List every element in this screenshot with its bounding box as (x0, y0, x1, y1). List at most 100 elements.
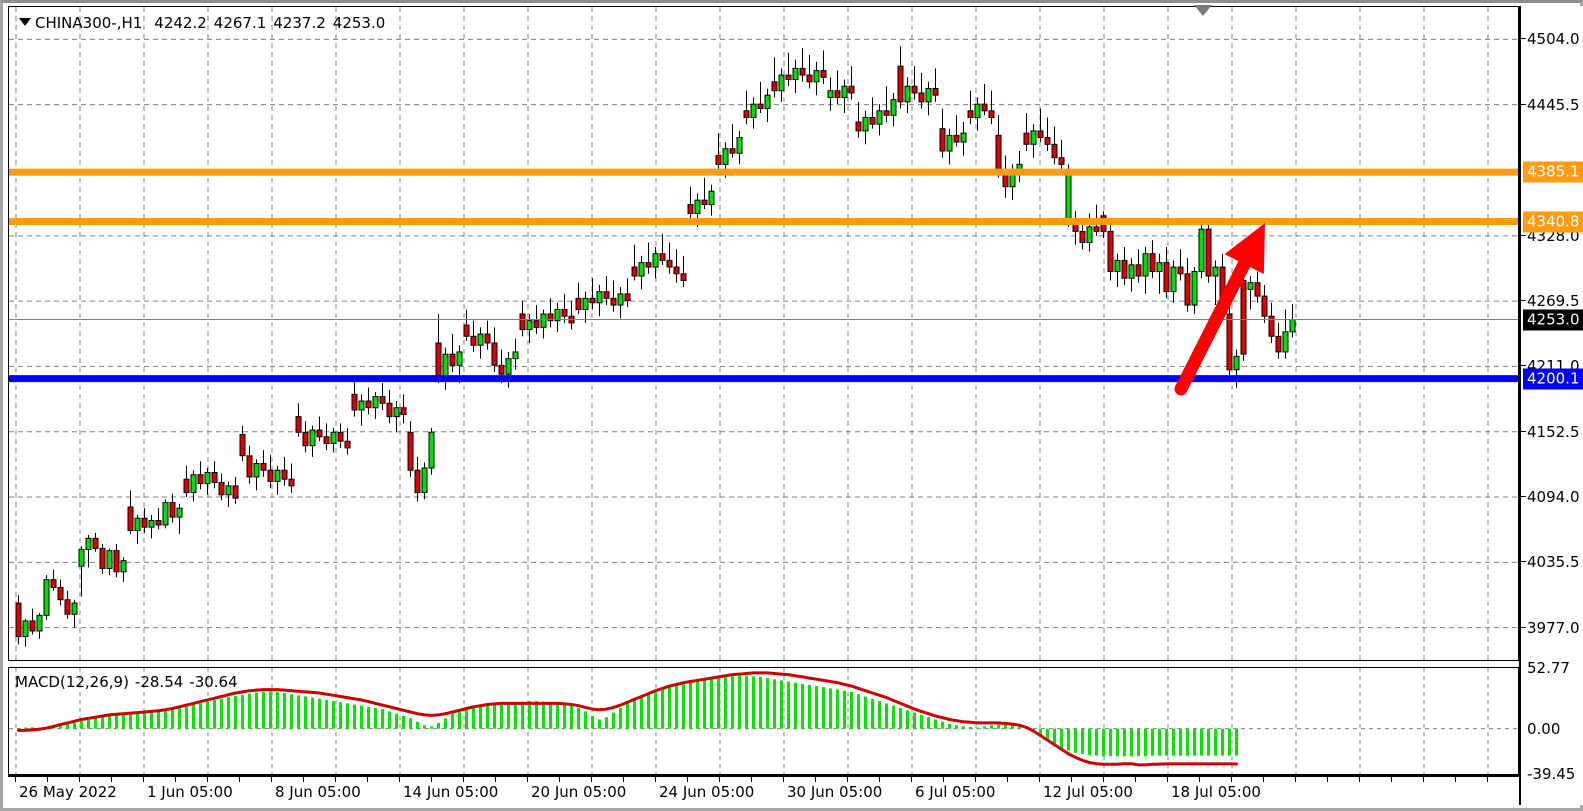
low-value: 4237.2 (273, 14, 326, 32)
x-tick-mark (1359, 777, 1360, 782)
x-tick-mark (431, 777, 432, 782)
x-tick-label: 8 Jun 05:00 (275, 783, 361, 801)
y-axis-price-scale[interactable]: 4504.0 4445.5 4328.0 4269.5 4211.0 4152.5 4094… (1519, 6, 1583, 805)
x-tick-mark (1391, 777, 1392, 782)
symbol-quote-line: CHINA300-,H1 4242.2 4267.1 4237.2 4253.0 (19, 14, 392, 32)
x-tick-mark (783, 777, 784, 782)
y-tick-3977-0: 3977.0 (1527, 618, 1580, 637)
scroll-marker-icon[interactable] (1194, 5, 1212, 16)
x-tick-label: 6 Jul 05:00 (915, 783, 996, 801)
macd-value: -28.54 (134, 673, 184, 691)
support-badge-4200-1[interactable]: 4200.1 (1523, 368, 1583, 390)
x-tick-label: 14 Jun 05:00 (403, 783, 499, 801)
macd-y-tick-_39_45: -39.45 (1527, 765, 1576, 783)
close-value: 4253.0 (332, 14, 386, 32)
x-tick-mark (79, 777, 80, 782)
x-tick-mark (175, 777, 176, 782)
x-tick-mark (335, 777, 336, 782)
x-tick-mark (1039, 777, 1040, 782)
x-tick-label: 12 Jul 05:00 (1043, 783, 1133, 801)
y-tick-4094-0: 4094.0 (1527, 488, 1580, 507)
x-tick-mark (463, 777, 464, 782)
macd-signal-value: -30.64 (189, 673, 238, 691)
x-tick-mark (847, 777, 848, 782)
x-tick-mark (1199, 777, 1200, 782)
x-tick-mark (207, 777, 208, 782)
x-tick-mark (271, 777, 272, 782)
y-tick-mark (1521, 496, 1526, 498)
x-tick-mark (591, 777, 592, 782)
x-tick-mark (1167, 777, 1168, 782)
candlestick-series (15, 46, 1296, 647)
x-tick-mark (719, 777, 720, 782)
x-tick-mark (1135, 777, 1136, 782)
resistance-badge-4385-1[interactable]: 4385.1 (1523, 161, 1583, 183)
y-tick-mark (1521, 103, 1526, 105)
symbol-label: CHINA300-,H1 (35, 14, 143, 32)
macd-y-tick-52_77: 52.77 (1527, 659, 1570, 677)
x-tick-label: 26 May 2022 (19, 783, 117, 801)
x-tick-mark (559, 777, 560, 782)
x-tick-mark (367, 777, 368, 782)
x-tick-label: 24 Jun 05:00 (659, 783, 755, 801)
x-tick-label: 1 Jun 05:00 (147, 783, 233, 801)
x-tick-mark (111, 777, 112, 782)
x-tick-mark (623, 777, 624, 782)
macd-series (17, 671, 1238, 767)
y-tick-4035-5: 4035.5 (1527, 553, 1580, 572)
x-tick-mark (1071, 777, 1072, 782)
high-value: 4267.1 (213, 14, 267, 32)
macd-indicator-pane[interactable]: MACD(12,26,9) -28.54 -30.64 (8, 667, 1519, 775)
y-tick-4152-5: 4152.5 (1527, 422, 1580, 441)
x-tick-mark (1231, 777, 1232, 782)
price-chart-pane[interactable]: CHINA300-,H1 4242.2 4267.1 4237.2 4253.0 (8, 6, 1519, 661)
x-axis[interactable]: 26 May 2022 1 Jun 05:00 8 Jun 05:00 14 Jun … (8, 775, 1519, 805)
x-tick-mark (143, 777, 144, 782)
x-tick-mark (751, 777, 752, 782)
x-tick-mark (495, 777, 496, 782)
ohlc-values: 4242.2 4267.1 4237.2 4253.0 (154, 14, 392, 32)
x-tick-mark (1455, 777, 1456, 782)
x-tick-mark (47, 777, 48, 782)
y-tick-mark (1521, 626, 1526, 628)
x-tick-mark (911, 777, 912, 782)
price-grid (9, 7, 1518, 660)
x-tick-mark (1327, 777, 1328, 782)
macd-name: MACD(12,26,9) (15, 673, 129, 691)
chart-canvas[interactable]: CHINA300-,H1 4242.2 4267.1 4237.2 4253.0 MAC… (3, 3, 1583, 808)
macd-legend: MACD(12,26,9) -28.54 -30.64 (15, 673, 244, 691)
x-tick-label: 20 Jun 05:00 (531, 783, 627, 801)
resistance-badge-4340-8[interactable]: 4340.8 (1523, 211, 1583, 233)
x-tick-mark (1295, 777, 1296, 782)
x-tick-mark (655, 777, 656, 782)
x-tick-mark (239, 777, 240, 782)
x-tick-mark (879, 777, 880, 782)
y-tick-mark (1521, 561, 1526, 563)
x-tick-mark (1487, 777, 1488, 782)
x-tick-mark (687, 777, 688, 782)
annotations-layer[interactable] (9, 7, 1518, 660)
price-levels[interactable] (9, 7, 1518, 660)
open-value: 4242.2 (154, 14, 207, 32)
x-tick-label: 30 Jun 05:00 (787, 783, 883, 801)
x-tick-mark (399, 777, 400, 782)
x-tick-mark (1263, 777, 1264, 782)
x-tick-label: 18 Jul 05:00 (1171, 783, 1261, 801)
y-tick-mark (1521, 365, 1526, 367)
triangle-down-icon[interactable] (19, 18, 31, 26)
x-tick-mark (1423, 777, 1424, 782)
x-tick-mark (15, 777, 16, 782)
y-tick-4504-0: 4504.0 (1527, 30, 1580, 49)
y-tick-4445-5: 4445.5 (1527, 95, 1580, 114)
macd-y-tick-0_00: 0.00 (1527, 719, 1561, 738)
x-tick-mark (975, 777, 976, 782)
y-tick-mark (1521, 234, 1526, 236)
x-tick-mark (1103, 777, 1104, 782)
y-tick-mark (1521, 430, 1526, 432)
x-tick-mark (303, 777, 304, 782)
macd-grid (9, 668, 1518, 774)
x-tick-mark (527, 777, 528, 782)
y-tick-4269-5: 4269.5 (1527, 292, 1580, 311)
x-tick-mark (1007, 777, 1008, 782)
